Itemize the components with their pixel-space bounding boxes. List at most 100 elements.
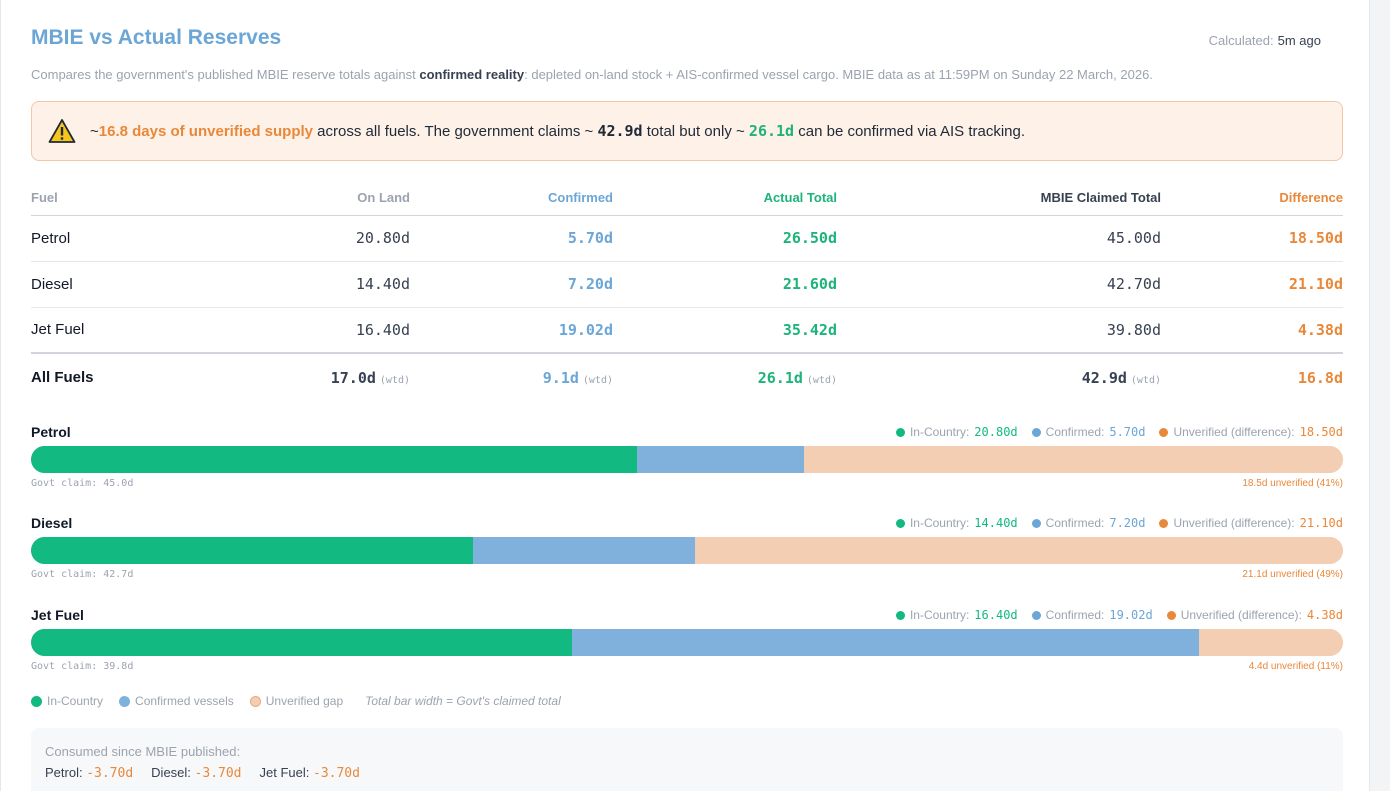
chart-legend: In-Country Confirmed vessels Unverified … [31, 694, 561, 708]
stacked-bar [31, 629, 1343, 656]
consumed-value: -3.70d [86, 766, 134, 781]
cell-difference-total: 16.8d [1161, 352, 1343, 401]
cell-on-land: 16.40d [171, 307, 410, 354]
cell-fuel-total: All Fuels [31, 352, 171, 401]
bar-segment-confirmed [473, 537, 695, 564]
total-mbie-value: 42.9d [1081, 368, 1127, 387]
bar-fuel-name: Jet Fuel [31, 607, 84, 623]
header-fuel: Fuel [31, 181, 171, 216]
fuel-bar-jet-fuel: Jet Fuel In-Country: 16.40d Confirmed: 19.… [31, 607, 1343, 677]
confirmed-dot-icon [1031, 518, 1041, 528]
header-confirmed: Confirmed [410, 181, 613, 216]
unverified-value: 18.50d [1299, 425, 1343, 439]
table-total-row: All Fuels 17.0d (wtd) 9.1d (wtd) 26.1d (wtd… [31, 352, 1343, 401]
bar-fuel-name: Diesel [31, 515, 73, 531]
in-country-swatch-icon [31, 695, 42, 707]
consumed-values: Petrol: -3.70d Diesel: -3.70d Jet Fuel: … [45, 765, 1329, 781]
cell-fuel: Petrol [31, 215, 171, 262]
alert-confirmed-value: 26.1d [748, 122, 795, 140]
cell-on-land: 14.40d [171, 261, 410, 308]
cell-confirmed-total: 9.1d (wtd) [410, 352, 613, 401]
wtd-label: (wtd) [1130, 374, 1161, 386]
unverified-label: Unverified (difference): [1173, 516, 1295, 530]
bar-segment-unverified [1198, 629, 1343, 656]
bar-segment-unverified [803, 446, 1343, 473]
bar-legend: In-Country: 14.40d Confirmed: 7.20d Unveri… [895, 516, 1343, 530]
govt-claim-label: Govt claim: 39.8d [31, 661, 134, 672]
in-country-value: 20.80d [974, 425, 1018, 439]
consumed-fuel: Jet Fuel: [259, 765, 310, 780]
confirmed-value: 5.70d [1109, 425, 1146, 439]
unverified-value: 21.10d [1299, 516, 1343, 530]
in-country-label: In-Country: [909, 425, 970, 439]
unverified-label: Unverified (difference): [1180, 608, 1302, 622]
bar-legend: In-Country: 16.40d Confirmed: 19.02d Unver… [895, 608, 1343, 622]
reserves-table: Fuel On Land Confirmed Actual Total MBIE… [31, 181, 1343, 401]
page-title: MBIE vs Actual Reserves [31, 26, 282, 49]
confirmed-dot-icon [1031, 427, 1041, 437]
bar-fuel-name: Petrol [31, 424, 71, 440]
bar-segment-in-country [31, 629, 572, 656]
in-country-dot-icon [895, 518, 905, 528]
consumed-fuel: Petrol: [45, 765, 83, 780]
cell-confirmed: 7.20d [410, 261, 613, 308]
confirmed-label: Confirmed: [1045, 425, 1105, 439]
fuel-bar-petrol: Petrol In-Country: 20.80d Confirmed: 5.70d… [31, 424, 1343, 494]
cell-mbie-claimed: 42.70d [837, 261, 1161, 308]
stacked-bar [31, 537, 1343, 564]
unverified-note: 4.4d unverified (11%) [1248, 661, 1343, 672]
bar-segment-in-country [31, 446, 638, 473]
legend-in-country: In-Country [47, 694, 104, 708]
cell-difference: 4.38d [1161, 307, 1343, 354]
consumed-value: -3.70d [194, 766, 242, 781]
cell-actual-total-total: 26.1d (wtd) [613, 352, 837, 401]
cell-fuel: Diesel [31, 261, 171, 308]
legend-note: Total bar width = Govt's claimed total [365, 694, 561, 708]
legend-confirmed: Confirmed vessels [135, 694, 234, 708]
fuel-bar-diesel: Diesel In-Country: 14.40d Confirmed: 7.20d… [31, 515, 1343, 585]
bar-legend: In-Country: 20.80d Confirmed: 5.70d Unveri… [895, 425, 1343, 439]
govt-claim-label: Govt claim: 42.7d [31, 569, 134, 580]
bar-segment-unverified [694, 537, 1343, 564]
unverified-note: 18.5d unverified (41%) [1242, 478, 1343, 489]
consumed-item-petrol: Petrol: -3.70d [45, 765, 133, 781]
confirmed-dot-icon [1031, 610, 1041, 620]
confirmed-label: Confirmed: [1045, 608, 1105, 622]
calculated-label: Calculated: [1208, 33, 1274, 48]
cell-actual-total: 35.42d [613, 307, 837, 354]
subtitle-text-pre: Compares the government's published MBIE… [31, 67, 420, 82]
cell-mbie-total: 42.9d (wtd) [837, 352, 1161, 401]
total-actual-value: 26.1d [757, 368, 803, 387]
cell-difference: 21.10d [1161, 261, 1343, 308]
wtd-label: (wtd) [379, 374, 410, 386]
unverified-dot-icon [1166, 610, 1176, 620]
calculated-value: 5m ago [1277, 33, 1321, 48]
in-country-value: 14.40d [974, 516, 1018, 530]
consumed-item-diesel: Diesel: -3.70d [151, 765, 241, 781]
warning-triangle-icon [48, 119, 76, 143]
calculated-timestamp: Calculated: 5m ago [1209, 33, 1321, 48]
table-row: Jet Fuel 16.40d 19.02d 35.42d 39.80d 4.3… [31, 307, 1343, 354]
total-on-land-value: 17.0d [330, 368, 376, 387]
confirmed-label: Confirmed: [1045, 516, 1105, 530]
cell-mbie-claimed: 45.00d [837, 215, 1161, 262]
consumed-panel: Consumed since MBIE published: Petrol: -… [31, 728, 1343, 791]
subtitle-bold: confirmed reality [419, 67, 525, 82]
consumed-value: -3.70d [313, 766, 360, 781]
unverified-dot-icon [1159, 518, 1169, 528]
header-difference: Difference [1161, 181, 1343, 216]
alert-prefix: ~ [90, 123, 99, 140]
bar-segment-in-country [31, 537, 474, 564]
alert-claimed-value: 42.9d [597, 122, 643, 140]
alert-text-1: across all fuels. The government claims … [313, 123, 598, 140]
govt-claim-label: Govt claim: 45.0d [31, 478, 134, 489]
cell-fuel: Jet Fuel [31, 307, 171, 354]
header-mbie-claimed: MBIE Claimed Total [837, 181, 1161, 216]
subtitle-text-post: : depleted on-land stock + AIS-confirmed… [524, 67, 1153, 82]
unverified-swatch-icon [249, 695, 261, 707]
total-confirmed-value: 9.1d [542, 368, 579, 387]
table-header-row: Fuel On Land Confirmed Actual Total MBIE… [31, 181, 1343, 216]
cell-confirmed: 5.70d [410, 215, 613, 262]
alert-text: ~16.8 days of unverified supply across a… [90, 122, 1025, 140]
